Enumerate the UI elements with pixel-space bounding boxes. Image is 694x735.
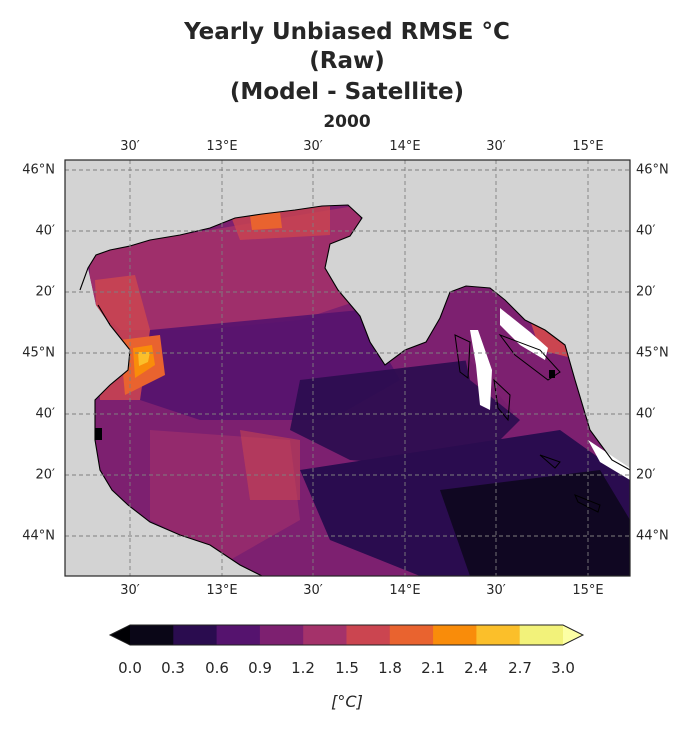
lat-tick-right: 40′	[636, 406, 656, 422]
lat-tick-right: 40′	[636, 223, 656, 239]
lat-tick-right: 20′	[636, 467, 656, 483]
lon-tick-bottom: 30′	[303, 583, 323, 598]
island-coast	[498, 333, 561, 381]
lon-tick-top: 30′	[486, 139, 506, 154]
lon-tick-top: 30′	[303, 139, 323, 154]
rmse-patch-hotspot-peak	[138, 352, 150, 366]
coastline-north	[79, 204, 631, 471]
rmse-patch-south-warm	[240, 430, 300, 500]
lat-tick-right: 45°N	[636, 345, 669, 361]
colorbar	[108, 624, 585, 646]
no-data-strip	[500, 308, 548, 360]
title-line-1: Yearly Unbiased RMSE °C	[184, 19, 510, 45]
colorbar-tick: 2.1	[421, 659, 445, 677]
colorbar-tick: 1.5	[335, 659, 359, 677]
lon-tick-bottom: 30′	[486, 583, 506, 598]
colorbar-cell	[259, 625, 304, 645]
lat-tick-right: 44°N	[636, 528, 669, 544]
colorbar-cell	[476, 625, 521, 645]
rmse-patch-gulf-warm	[250, 212, 282, 230]
colorbar-cell	[173, 625, 218, 645]
colorbar-tick: 0.3	[161, 659, 185, 677]
colorbar-tick: 1.8	[378, 659, 402, 677]
rmse-field	[90, 205, 630, 576]
lon-tick-top: 13°E	[206, 139, 238, 154]
colorbar-tick: 3.0	[551, 659, 575, 677]
lat-tick-left: 40′	[35, 223, 56, 239]
rmse-patch-deep	[440, 470, 630, 576]
map-frame	[64, 159, 631, 577]
lon-tick-top: 14°E	[389, 139, 421, 154]
no-data-strip	[470, 330, 492, 410]
coastline-west	[94, 304, 263, 577]
colorbar-over-arrow	[563, 625, 583, 645]
colorbar-cell	[346, 625, 391, 645]
colorbar-label: [°C]	[331, 692, 363, 711]
colorbar-cell	[389, 625, 434, 645]
lon-tick-top: 15°E	[572, 139, 604, 154]
lon-tick-bottom: 13°E	[206, 583, 238, 598]
island-coast	[574, 494, 601, 513]
lon-tick-bottom: 15°E	[572, 583, 604, 598]
no-data-strip	[588, 440, 630, 480]
island-coast	[539, 454, 561, 469]
gridlines	[65, 160, 630, 576]
rmse-cell-min	[549, 370, 555, 378]
lat-tick-left: 46°N	[22, 162, 55, 178]
colorbar-tick: 2.7	[508, 659, 532, 677]
colorbar-under-arrow	[110, 625, 130, 645]
colorbar-cell	[130, 625, 174, 645]
colorbar-tick: 0.9	[248, 659, 272, 677]
lon-tick-bottom: 30′	[120, 583, 140, 598]
island-coast	[493, 378, 511, 422]
lat-tick-left: 20′	[35, 284, 56, 300]
title-line-3: (Model - Satellite)	[229, 79, 465, 105]
title-line-2: (Raw)	[309, 48, 385, 74]
map-subtitle: 2000	[323, 112, 371, 132]
colorbar-cell	[303, 625, 347, 645]
colorbar-outline	[108, 624, 585, 646]
lon-tick-top: 30′	[120, 139, 140, 154]
rmse-cell-min	[95, 428, 102, 440]
lat-tick-left: 45°N	[22, 345, 55, 361]
lon-tick-bottom: 14°E	[389, 583, 421, 598]
lat-tick-left: 20′	[35, 467, 56, 483]
colorbar-tick: 2.4	[464, 659, 488, 677]
lat-tick-left: 40′	[35, 406, 56, 422]
colorbar-cell	[519, 625, 564, 645]
colorbar-tick: 0.6	[205, 659, 229, 677]
colorbar-tick: 0.0	[118, 659, 142, 677]
lat-tick-right: 20′	[636, 284, 656, 300]
island-coast	[454, 334, 471, 379]
colorbar-cell	[433, 625, 477, 645]
colorbar-tick: 1.2	[291, 659, 315, 677]
lat-tick-left: 44°N	[22, 528, 55, 544]
lat-tick-right: 46°N	[636, 162, 669, 178]
colorbar-cell	[216, 625, 261, 645]
